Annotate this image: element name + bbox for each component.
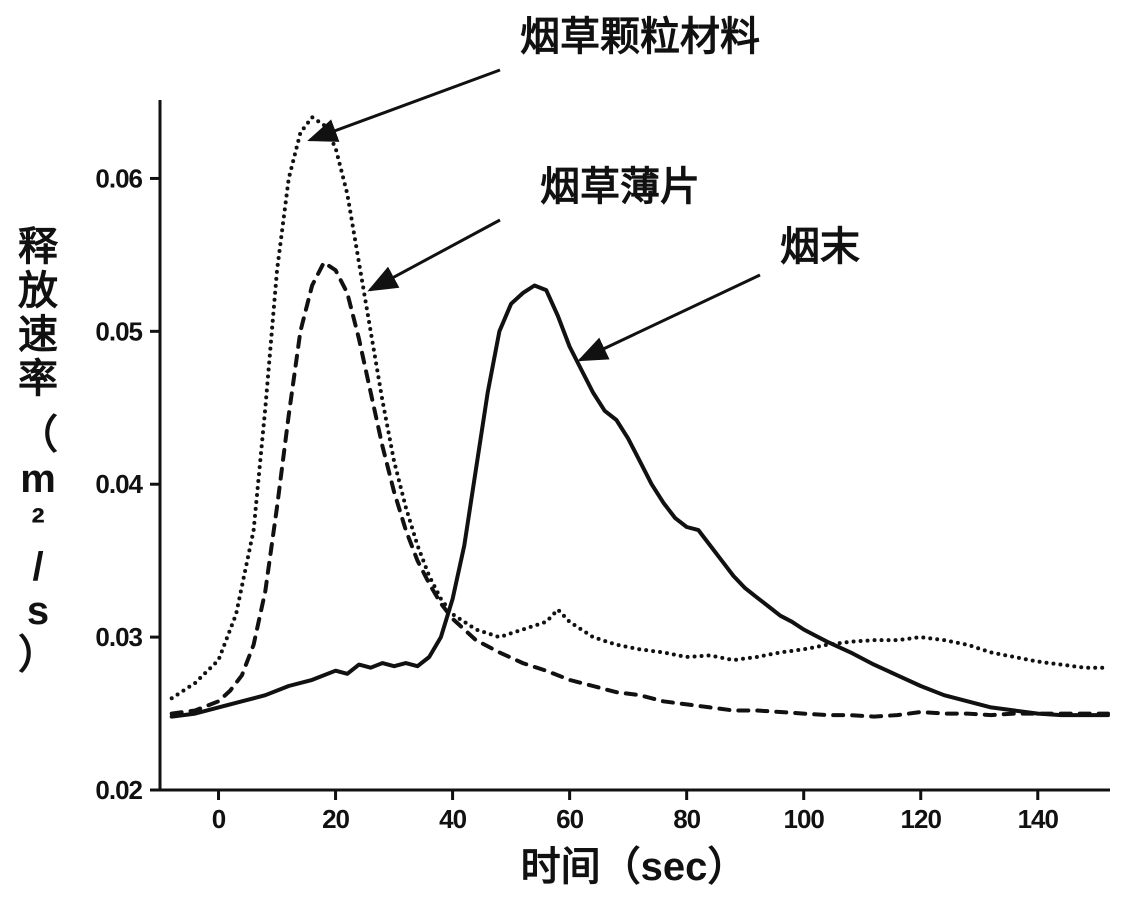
axes: 0 20 40 60 80 100 120 140 0.02 0.03 0.04 0.05 0.06	[95, 100, 1110, 834]
y-tick-label: 0.03	[95, 622, 142, 652]
x-tick-label: 100	[784, 804, 825, 834]
y-axis-title-char: 率	[18, 357, 58, 401]
x-axis-title: 时间（sec）	[521, 845, 748, 889]
x-tick-label: 140	[1018, 804, 1059, 834]
y-axis-title-char: 释	[18, 225, 59, 269]
y-tick-label: 0.05	[95, 316, 142, 346]
leader-tobacco-powder	[580, 275, 760, 360]
y-axis-title-char: （	[18, 413, 58, 457]
chart-svg: 0 20 40 60 80 100 120 140 0.02 0.03 0.04 0.05 0.06 烟…	[0, 0, 1144, 904]
series-label-tobacco-sheet: 烟草薄片	[540, 165, 700, 209]
y-axis-title-char: m	[20, 457, 56, 501]
x-tick-label: 40	[439, 804, 466, 834]
series-tobacco-powder	[172, 286, 1108, 717]
x-tick-label: 0	[212, 804, 226, 834]
x-tick-label: 80	[673, 804, 700, 834]
y-axis-title-char: /	[32, 545, 43, 589]
series-labels: 烟草颗粒材料烟草薄片烟末	[310, 15, 860, 360]
x-tick-label: 60	[556, 804, 583, 834]
chart-container: 0 20 40 60 80 100 120 140 0.02 0.03 0.04 0.05 0.06 烟…	[0, 0, 1144, 904]
y-axis-title-char: 放	[18, 269, 58, 313]
x-tick-label: 20	[322, 804, 349, 834]
y-axis-title-char: 速	[18, 313, 58, 357]
y-axis-title-char: ）	[18, 633, 58, 677]
y-tick-label: 0.04	[95, 469, 143, 499]
y-axis-title-char: ²	[31, 501, 44, 545]
x-tick-label: 120	[901, 804, 942, 834]
y-axis-title-char: s	[27, 589, 49, 633]
series-label-tobacco-powder: 烟末	[780, 225, 860, 269]
leader-tobacco-granule	[310, 70, 500, 140]
y-tick-label: 0.06	[95, 163, 142, 193]
leader-tobacco-sheet	[370, 220, 500, 290]
y-axis-title: 释放速率 （m²/s）	[18, 225, 59, 677]
y-tick-label: 0.02	[95, 775, 142, 805]
series-label-tobacco-granule: 烟草颗粒材料	[520, 15, 760, 59]
